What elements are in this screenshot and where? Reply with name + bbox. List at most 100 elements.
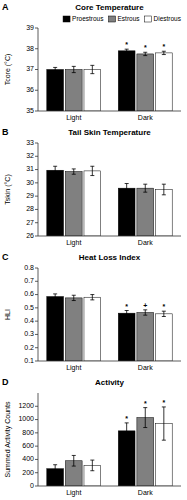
error-bar	[90, 65, 94, 73]
y-tick	[35, 143, 38, 144]
y-axis-line	[38, 143, 39, 236]
error-bar	[72, 295, 76, 300]
error-bar	[90, 295, 94, 300]
error-bar	[90, 166, 94, 175]
y-tick-label: 1000	[18, 415, 34, 422]
panel: ACore TemperatureProestrousEstrousDiestr…	[2, 2, 182, 122]
y-tick-label: 0.3	[24, 330, 34, 337]
x-axis-line	[38, 236, 181, 237]
y-axis-line	[38, 268, 39, 361]
y-tick	[35, 459, 38, 460]
y-axis-label: Tcore (°C)	[4, 54, 12, 86]
annotation: *	[144, 44, 147, 51]
title: Core Temperature	[75, 3, 144, 12]
y-tick	[35, 347, 38, 348]
error-bar	[162, 184, 166, 195]
bar	[155, 190, 172, 237]
legend-label: Diestrous	[154, 15, 182, 22]
title: Heat Loss Index	[79, 253, 141, 262]
y-tick	[35, 169, 38, 170]
bar	[137, 188, 154, 236]
y-tick-label: 600	[22, 442, 34, 449]
y-tick	[35, 486, 38, 487]
bar	[47, 170, 64, 236]
y-tick-label: 1200	[18, 402, 34, 409]
y-tick-label: 28	[26, 205, 34, 212]
y-tick-label: 35	[26, 107, 34, 114]
error-bar	[53, 465, 57, 473]
bar	[118, 51, 135, 111]
y-tick-label: 800	[22, 429, 34, 436]
y-tick	[35, 209, 38, 210]
error-bar	[72, 455, 76, 466]
y-axis-line	[38, 393, 39, 486]
x-axis-line	[38, 111, 181, 112]
bar	[155, 53, 172, 111]
y-tick-label: 200	[22, 469, 34, 476]
bar	[137, 313, 154, 361]
error-bar	[162, 407, 166, 440]
y-tick	[35, 156, 38, 157]
bar	[47, 297, 64, 361]
title: Tail Skin Temperature	[68, 128, 151, 137]
error-bar	[125, 184, 129, 193]
y-tick	[35, 361, 38, 362]
y-tick	[35, 446, 38, 447]
marks	[47, 294, 172, 361]
y-tick-label: 0.2	[24, 344, 34, 351]
x-axis-line	[38, 361, 181, 362]
y-tick	[35, 111, 38, 112]
annotation: *	[144, 400, 147, 407]
error-bar	[143, 310, 147, 315]
y-axis-label: Summed Activity Counts	[4, 401, 12, 477]
legend-swatch	[108, 16, 115, 22]
panel-label: B	[2, 127, 9, 137]
figure: ACore TemperatureProestrousEstrousDiestr…	[0, 0, 187, 500]
x-tick-label: Light	[66, 114, 81, 122]
legend-label: Proestrous	[72, 15, 104, 22]
y-tick	[35, 48, 38, 49]
y-tick-label: 31	[26, 165, 34, 172]
error-bar	[162, 311, 166, 316]
y-tick-label: 0.4	[24, 317, 34, 324]
y-tick-label: 0.6	[24, 290, 34, 297]
y-tick	[35, 196, 38, 197]
legend-label: Estrous	[117, 15, 140, 22]
annotation: *	[162, 303, 165, 310]
error-bar	[90, 460, 94, 471]
y-tick	[35, 472, 38, 473]
y-tick-label: 0.5	[24, 304, 34, 311]
marks	[47, 49, 172, 111]
panel: CHeat Loss Index*+*0.10.20.30.40.50.60.7…	[2, 252, 181, 372]
y-tick-label: 0.7	[24, 277, 34, 284]
bar	[118, 313, 135, 361]
x-tick-label: Dark	[138, 489, 153, 496]
annotation: *	[125, 41, 128, 48]
y-axis-label: HLI	[4, 309, 11, 320]
y-tick	[35, 406, 38, 407]
y-axis-label: Tskin (°C)	[4, 174, 12, 204]
y-tick-label: 27	[26, 219, 34, 226]
x-tick-label: Light	[66, 364, 81, 372]
annotation: *	[162, 43, 165, 50]
y-tick	[35, 432, 38, 433]
panel-label: C	[2, 252, 9, 262]
annotation: +	[143, 302, 147, 309]
error-bar	[53, 166, 57, 174]
y-tick	[35, 321, 38, 322]
bar	[65, 172, 82, 236]
y-tick	[35, 281, 38, 282]
error-bar	[125, 311, 129, 316]
y-tick-label: 32	[26, 152, 34, 159]
x-tick-label: Light	[66, 239, 81, 247]
y-tick	[35, 69, 38, 70]
y-tick-label: 0.8	[24, 264, 34, 271]
error-bar	[143, 184, 147, 192]
bar	[84, 70, 101, 112]
y-tick	[35, 28, 38, 29]
bar	[65, 70, 82, 112]
y-tick-label: 26	[26, 232, 34, 239]
legend: Proestrous Estrous Diestrous	[63, 15, 182, 22]
annotation: *	[162, 399, 165, 406]
bar	[137, 54, 154, 111]
